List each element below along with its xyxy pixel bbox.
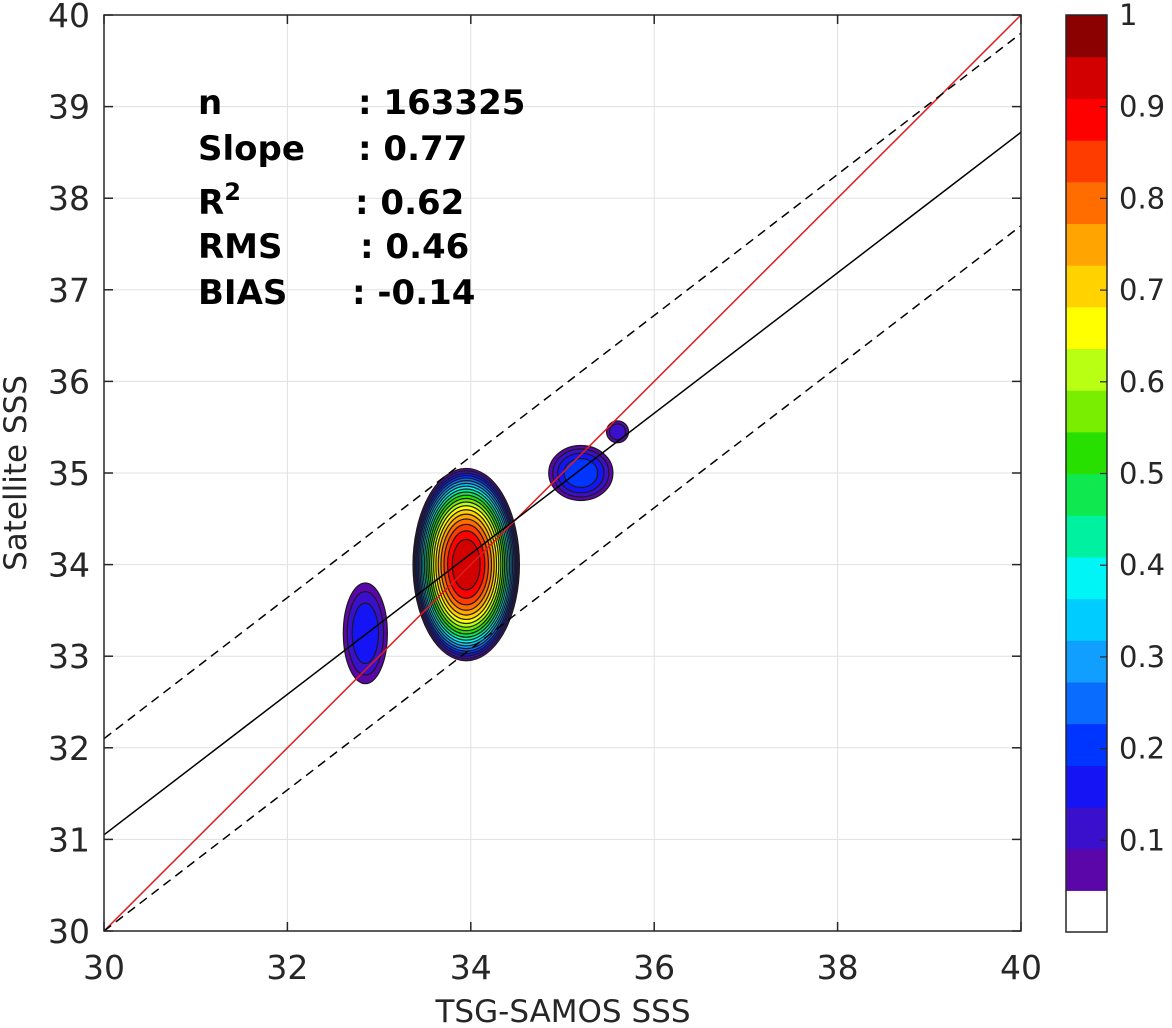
- stat-value: : 0.46: [360, 227, 469, 267]
- y-tick-label: 38: [48, 179, 90, 218]
- stat-label: RMS: [198, 227, 283, 267]
- x-tick-label: 34: [450, 948, 492, 987]
- colorbar-band: [1066, 723, 1107, 766]
- grid: [104, 15, 1021, 931]
- colorbar-band: [1066, 15, 1107, 58]
- colorbar-band: [1066, 515, 1107, 558]
- y-tick-label: 33: [48, 637, 90, 676]
- colorbar-band: [1066, 556, 1107, 600]
- stat-value: : 163325: [358, 83, 525, 123]
- density-contour: [608, 423, 627, 441]
- colorbar-band: [1066, 806, 1107, 850]
- y-axis-label: Satellite SSS: [0, 375, 34, 571]
- stat-label: BIAS: [198, 273, 287, 313]
- reference-lines: [104, 15, 1021, 931]
- y-tick-label: 35: [48, 454, 90, 493]
- colorbar-band: [1066, 765, 1107, 808]
- stat-value: : 0.77: [358, 129, 467, 169]
- y-tick-label: 34: [48, 546, 90, 585]
- colorbar-band: [1066, 56, 1107, 99]
- y-tick-label: 31: [48, 820, 90, 859]
- y-tick-label: 39: [48, 88, 90, 127]
- x-axis-label: TSG-SAMOS SSS: [435, 994, 691, 1028]
- colorbar-tick-label: 0.8: [1119, 181, 1165, 215]
- colorbar-band: [1066, 431, 1107, 475]
- colorbar-band: [1066, 598, 1107, 641]
- density-contour: [563, 457, 599, 489]
- y-tick-label: 36: [48, 362, 90, 401]
- colorbar-band: [1066, 681, 1107, 725]
- colorbar-tick-label: 0.9: [1119, 90, 1165, 124]
- y-tick-label: 30: [48, 912, 90, 951]
- y-tick-label: 32: [48, 729, 90, 768]
- colorbar-band: [1066, 890, 1107, 933]
- y-tick-label: 37: [48, 271, 90, 310]
- axis-ticks: 30 32 34 36 38 40 30 31 32 33 34 35 36 37 38 39 40: [48, 0, 1042, 987]
- colorbar-band: [1066, 306, 1107, 350]
- density-contours: [342, 420, 630, 685]
- stat-value: : -0.14: [352, 273, 475, 313]
- upper-bound-line: [104, 32, 1021, 740]
- stat-value: : 0.62: [355, 183, 464, 223]
- colorbar-tick-label: 1: [1119, 0, 1137, 32]
- colorbar-band: [1066, 98, 1107, 141]
- x-tick-label: 32: [266, 948, 308, 987]
- colorbar-tick-label: 0.7: [1119, 273, 1165, 307]
- colorbar: 0.1 0.2 0.3 0.4 0.5 0.6 0.7 0.8 0.9 1: [1065, 0, 1165, 933]
- colorbar-band: [1066, 140, 1107, 183]
- colorbar-tick-label: 0.3: [1119, 640, 1165, 674]
- x-tick-label: 40: [1000, 948, 1042, 987]
- colorbar-tick-label: 0.2: [1119, 732, 1165, 766]
- x-tick-label: 36: [633, 948, 675, 987]
- colorbar-band: [1066, 223, 1107, 266]
- one-to-one-line: [104, 15, 1021, 931]
- stat-superscript: 2: [224, 178, 241, 206]
- colorbar-tick-label: 0.6: [1119, 365, 1165, 399]
- colorbar-band: [1066, 473, 1107, 516]
- colorbar-tick-label: 0.4: [1119, 548, 1165, 582]
- colorbar-tick-label: 0.5: [1119, 457, 1165, 491]
- colorbar-tick-label: 0.1: [1119, 823, 1165, 857]
- density-contour: [351, 602, 380, 665]
- colorbar-band: [1066, 848, 1107, 891]
- lower-bound-line: [104, 225, 1021, 931]
- y-tick-label: 40: [48, 0, 90, 35]
- colorbar-band: [1066, 390, 1107, 433]
- stats-box: n : 163325 Slope : 0.77 R2 : 0.62 RMS : 0.46 BIA…: [198, 83, 525, 313]
- regression-line: [104, 131, 1021, 836]
- colorbar-band: [1066, 640, 1107, 683]
- colorbar-band: [1066, 265, 1107, 308]
- x-tick-label: 30: [83, 948, 125, 987]
- stat-label: Slope: [198, 129, 305, 169]
- colorbar-band: [1066, 181, 1107, 225]
- stat-label: R2: [198, 178, 241, 223]
- colorbar-band: [1066, 348, 1107, 391]
- stat-label: n: [198, 83, 222, 123]
- x-tick-label: 38: [817, 948, 859, 987]
